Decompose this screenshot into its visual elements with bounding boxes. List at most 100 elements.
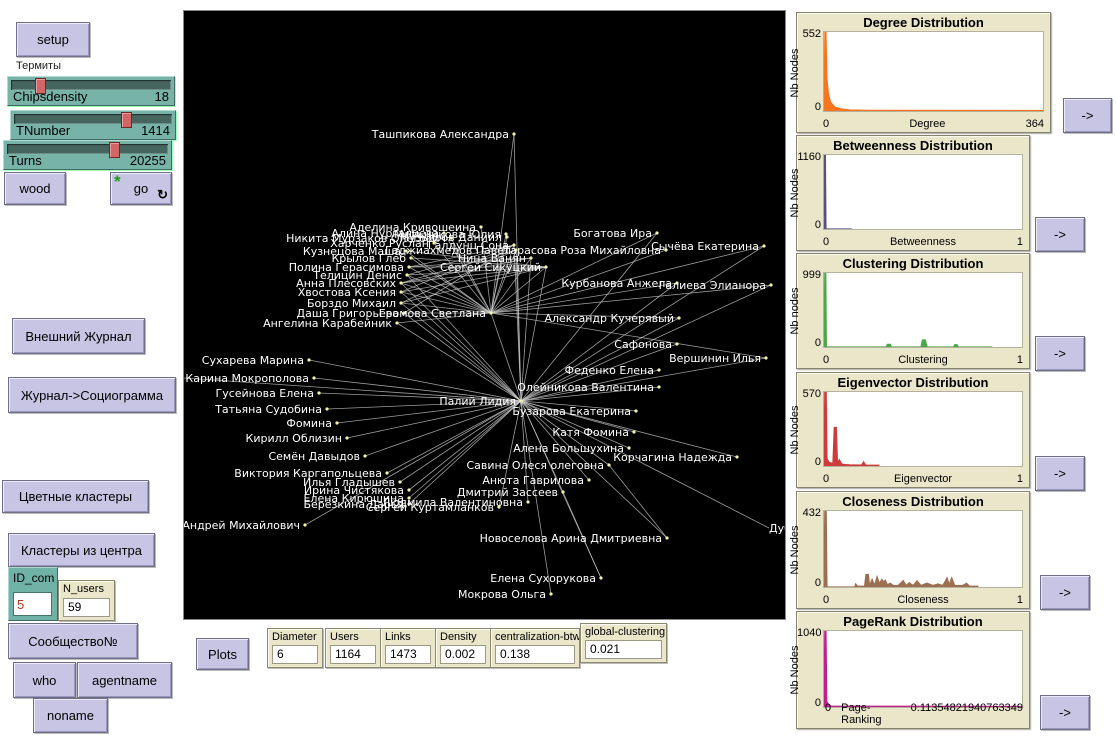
svg-text:Мельникова Юлия: Мельникова Юлия: [394, 228, 501, 241]
slider-name: TNumber: [16, 123, 71, 138]
svg-text:Дуб: Дуб: [769, 522, 785, 535]
y-axis-label: Nb Nodes: [789, 525, 801, 575]
turns-slider[interactable]: Turns 20255: [3, 140, 172, 170]
id-com-field[interactable]: [13, 592, 52, 616]
who-button[interactable]: who: [13, 662, 76, 698]
plot-area: [823, 510, 1023, 588]
export-clustering-button[interactable]: ->: [1035, 336, 1085, 371]
svg-text:Громова Светлана: Громова Светлана: [379, 307, 486, 320]
svg-text:Вершинин Илья: Вершинин Илья: [669, 352, 761, 365]
x-axis-label: Degree: [909, 118, 946, 130]
x-axis-label: Page-Ranking: [841, 702, 882, 726]
slider-handle[interactable]: [109, 142, 121, 158]
clustering-distribution-plot: Clustering Distribution 999 Nb nodes 0 0…: [789, 253, 1030, 369]
svg-text:Илья Гладышев: Илья Гладышев: [303, 476, 395, 489]
svg-text:Семён Давыдов: Семён Давыдов: [268, 450, 360, 463]
y-axis-label: Nb Nodes: [789, 168, 801, 218]
svg-text:Анна Плесовских: Анна Плесовских: [296, 277, 396, 290]
diameter-monitor: Diameter 6: [267, 628, 323, 668]
noname-button[interactable]: noname: [33, 698, 108, 733]
export-degree-button[interactable]: ->: [1063, 98, 1112, 133]
export-eigenvector-button[interactable]: ->: [1035, 456, 1085, 491]
monitor-label: Links: [385, 631, 411, 643]
plot-title: Closeness Distribution: [842, 494, 984, 509]
x-min-tick: 0: [823, 118, 830, 130]
svg-text:Мокрова Ольга: Мокрова Ольга: [458, 588, 546, 601]
setup-button[interactable]: setup: [16, 22, 90, 57]
svg-text:Тарасова Роза Михайловна: Тарасова Роза Михайловна: [503, 244, 661, 257]
y-max-tick: 1160: [797, 151, 821, 163]
svg-text:Ангелина Карабейник: Ангелина Карабейник: [263, 317, 392, 330]
svg-text:Феденко Елена: Феденко Елена: [565, 364, 654, 377]
svg-text:ов Андрей Михайлович: ов Андрей Михайлович: [184, 519, 300, 532]
monitor-label: global-clustering: [585, 626, 666, 638]
svg-text:Сычёва Екатерина: Сычёва Екатерина: [651, 240, 759, 253]
svg-text:Фомина: Фомина: [286, 417, 332, 430]
n-users-value: 59: [63, 598, 110, 617]
community-number-button[interactable]: Сообщество№: [8, 623, 138, 659]
x-max-tick: 1: [1016, 594, 1023, 606]
slider-handle[interactable]: [120, 112, 132, 128]
svg-text:Александр Кучерявый: Александр Кучерявый: [544, 312, 674, 325]
tnumber-slider[interactable]: TNumber 1414: [10, 110, 176, 140]
slider-value: 20255: [129, 153, 166, 168]
svg-text:Дмитрий Зассеев: Дмитрий Зассеев: [457, 486, 558, 499]
x-min-tick: 0: [823, 473, 830, 485]
svg-text:Кирилл Облизин: Кирилл Облизин: [246, 432, 342, 445]
agentname-button[interactable]: agentname: [77, 662, 172, 698]
id-com-input-widget[interactable]: ID_com: [8, 567, 58, 621]
chipsdensity-slider[interactable]: Chipsdensity 18: [7, 76, 175, 106]
svg-text:Виктория Каргапольцева: Виктория Каргапольцева: [234, 467, 382, 480]
svg-text:Аделина Кривошеина: Аделина Кривошеина: [349, 221, 476, 234]
slider-handle[interactable]: [34, 78, 46, 94]
betweenness-distribution-plot: Betweenness Distribution 1160 Nb Nodes 0…: [789, 135, 1030, 251]
x-axis-label: Betweenness: [889, 236, 957, 248]
svg-text:Харченко Руслан: Харченко Руслан: [330, 237, 429, 250]
y-max-tick: 999: [802, 269, 821, 281]
monitor-label: Diameter: [272, 631, 317, 643]
export-closeness-button[interactable]: ->: [1040, 575, 1090, 610]
x-min-tick: 0: [825, 702, 832, 714]
x-min-tick: 0: [823, 236, 830, 248]
world-view-canvas: Ташпикова Александра Аделина Кривошеина Ал…: [183, 10, 786, 620]
plot-title: Clustering Distribution: [842, 256, 984, 271]
svg-text:Елена Сухорукова: Елена Сухорукова: [490, 572, 596, 585]
wood-button[interactable]: wood: [4, 172, 66, 205]
y-zero-tick: 0: [814, 456, 821, 468]
slider-groove[interactable]: [7, 144, 168, 154]
y-zero-tick: 0: [814, 219, 821, 231]
monitor-value: 1473: [385, 645, 431, 664]
plots-button[interactable]: Plots: [196, 638, 249, 670]
plot-area: [823, 154, 1023, 230]
svg-text:Борздо Михаил: Борздо Михаил: [307, 297, 396, 310]
x-max-tick: 1: [1016, 354, 1023, 366]
svg-text:Галиева Элианора: Галиева Элианора: [659, 279, 766, 292]
forever-loop-icon: ↻: [157, 187, 168, 202]
x-max-tick: 0.11354821940763349: [910, 702, 1023, 714]
svg-text:Карина Мокрополова: Карина Мокрополова: [185, 372, 309, 385]
go-button[interactable]: * go ↻: [110, 172, 172, 205]
svg-text:Сергей Сикуцкий: Сергей Сикуцкий: [440, 261, 541, 274]
svg-text:Галдунц Сона: Галдунц Сона: [428, 239, 509, 252]
degree-distribution-plot: Degree Distribution 552 Nb Nodes 0 0 Degr…: [789, 12, 1051, 133]
color-clusters-button[interactable]: Цветные кластеры: [2, 480, 149, 513]
journal-to-sociogram-button[interactable]: Журнал->Социограмма: [8, 377, 176, 413]
centralization-btw-monitor: centralization-btw 0.138: [490, 628, 580, 668]
monitor-value: 0.002: [440, 645, 486, 664]
export-betweenness-button[interactable]: ->: [1035, 217, 1085, 252]
svg-text:Катя Фомина: Катя Фомина: [552, 426, 629, 439]
plot-title: Eigenvector Distribution: [837, 375, 989, 390]
monitor-label: Density: [440, 631, 477, 643]
clusters-from-center-button[interactable]: Кластеры из центра: [8, 533, 155, 567]
svg-text:Алена Большухина: Алена Большухина: [513, 442, 624, 455]
slider-groove[interactable]: [14, 114, 172, 124]
slider-groove[interactable]: [11, 80, 171, 90]
y-zero-tick: 0: [814, 577, 821, 589]
density-monitor: Density 0.002: [435, 628, 491, 668]
export-pagerank-button[interactable]: ->: [1040, 695, 1090, 730]
svg-text:Сергей Куртамланков: Сергей Куртамланков: [366, 501, 494, 514]
id-com-label: ID_com: [13, 571, 55, 585]
external-journal-button[interactable]: Внешний Журнал: [12, 318, 145, 354]
